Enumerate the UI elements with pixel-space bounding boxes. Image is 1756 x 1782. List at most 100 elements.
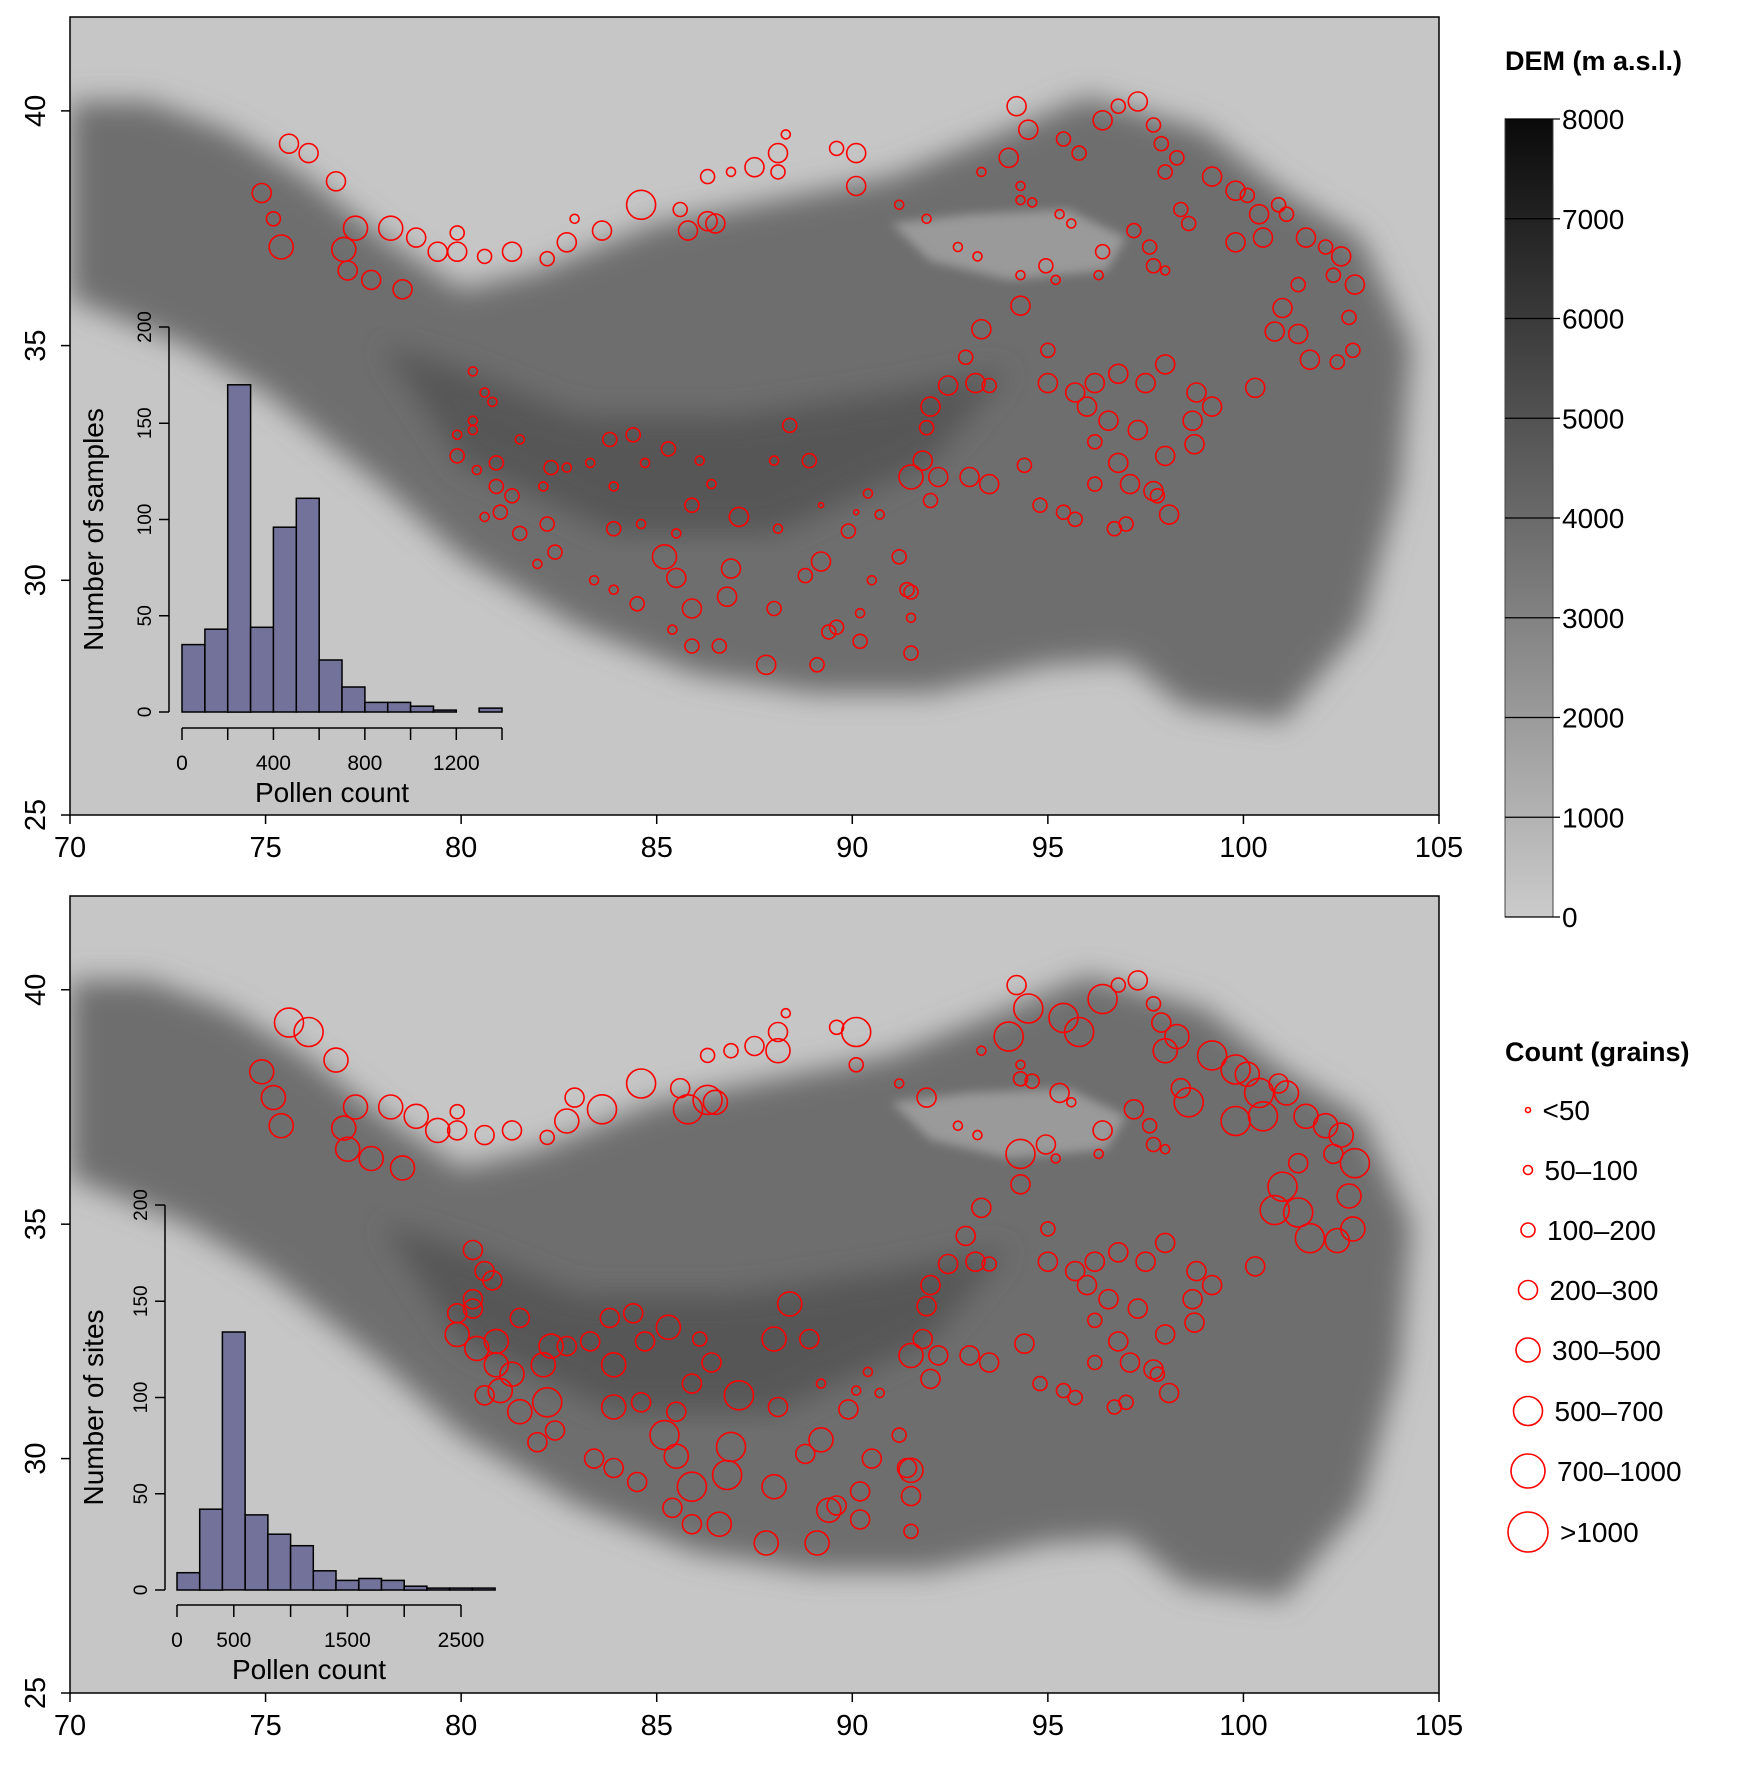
site-marker: [651, 543, 678, 570]
site-marker: [1149, 487, 1166, 504]
y-tick-label: 35: [20, 1208, 52, 1240]
site-marker: [1087, 983, 1118, 1015]
site-marker: [273, 1007, 305, 1038]
site-marker: [1087, 1354, 1103, 1371]
site-marker: [918, 419, 935, 436]
site-marker: [601, 431, 618, 448]
site-marker: [1135, 372, 1156, 394]
site-marker: [446, 1303, 468, 1324]
site-marker: [1270, 197, 1287, 213]
site-marker: [766, 600, 782, 617]
site-marker: [849, 1481, 871, 1502]
site-marker: [600, 1394, 627, 1420]
site-marker: [937, 1253, 959, 1275]
site-marker: [504, 487, 520, 504]
size-circle-icon: [1524, 1106, 1532, 1114]
site-marker: [971, 318, 992, 340]
histogram-bar: [403, 1585, 428, 1591]
site-marker: [474, 1385, 495, 1406]
site-marker: [625, 189, 657, 221]
site-marker: [1196, 1040, 1228, 1071]
site-marker: [1119, 1352, 1141, 1373]
site-marker: [1108, 452, 1129, 474]
site-marker: [898, 464, 924, 490]
site-marker: [514, 434, 526, 445]
site-marker: [479, 511, 490, 523]
site-marker: [725, 166, 737, 178]
site-marker: [471, 464, 483, 476]
map-panel-2: 70 75 80 85 90 95 100 105 25 30 35 40 0 50 100 150 200 0 5…: [20, 895, 1463, 1742]
site-marker: [1010, 295, 1031, 317]
site-marker: [1038, 257, 1054, 274]
site-marker: [569, 213, 580, 225]
site-marker: [1006, 95, 1027, 117]
site-marker: [922, 492, 939, 509]
site-marker: [476, 248, 493, 265]
histogram-bar: [432, 709, 458, 713]
site-marker: [492, 504, 509, 521]
y-tick-label: 40: [20, 95, 52, 127]
site-marker: [1087, 1312, 1103, 1329]
size-circle-icon: [1517, 1279, 1539, 1301]
site-marker: [538, 1333, 564, 1359]
site-marker: [1084, 1251, 1106, 1272]
site-marker: [1067, 511, 1083, 528]
site-marker: [681, 598, 703, 619]
site-marker: [1145, 257, 1162, 274]
site-marker: [1154, 354, 1176, 375]
site-marker: [699, 1047, 716, 1064]
site-marker: [268, 1112, 295, 1139]
site-marker: [1055, 504, 1072, 521]
site-marker: [1049, 1082, 1070, 1104]
site-marker: [1066, 218, 1077, 229]
dem-tick-label: 0: [1562, 902, 1578, 933]
site-marker: [1169, 150, 1185, 166]
site-marker: [629, 595, 646, 612]
site-marker: [1108, 1331, 1129, 1352]
count-legend-label: 300–500: [1552, 1335, 1661, 1366]
count-legend-item: 300–500: [1515, 1335, 1661, 1366]
site-marker: [862, 1366, 874, 1378]
site-marker: [965, 1251, 986, 1272]
histogram-x-tick-label: 500: [216, 1629, 251, 1652]
site-marker: [1340, 1216, 1366, 1242]
site-marker: [1186, 382, 1207, 403]
site-marker: [665, 567, 687, 589]
histogram-bar: [478, 707, 503, 713]
site-marker: [1180, 215, 1197, 232]
dem-tick-label: 1000: [1562, 802, 1624, 833]
site-marker: [649, 1419, 680, 1451]
histogram-y-label: Number of samples: [78, 408, 109, 651]
site-marker: [1330, 246, 1352, 267]
site-marker: [1108, 363, 1129, 385]
site-marker: [1066, 1097, 1077, 1108]
histogram-y-tick-label: 150: [135, 407, 156, 439]
site-marker: [1040, 342, 1056, 359]
x-tick-label: 105: [1415, 832, 1463, 864]
site-marker: [1026, 197, 1038, 208]
x-tick-label: 70: [54, 1710, 86, 1742]
x-tick-label: 80: [445, 832, 477, 864]
site-marker: [588, 574, 600, 586]
site-marker: [744, 156, 765, 178]
site-marker: [976, 1045, 987, 1056]
site-marker: [1243, 1077, 1275, 1109]
site-marker: [694, 455, 706, 466]
site-marker: [1151, 1012, 1172, 1033]
x-tick-label: 70: [54, 832, 86, 864]
site-marker: [389, 1155, 416, 1181]
site-marker: [1127, 1298, 1149, 1319]
site-marker: [927, 466, 949, 488]
site-marker: [723, 1380, 755, 1411]
x-tick-label: 105: [1415, 1710, 1463, 1742]
site-marker: [583, 1448, 605, 1469]
site-marker: [1141, 1117, 1158, 1134]
site-marker: [1064, 382, 1086, 403]
site-marker: [625, 1068, 657, 1099]
site-marker: [854, 607, 866, 619]
count-legend-label: 200–300: [1550, 1275, 1659, 1306]
count-legend-item: 500–700: [1512, 1395, 1664, 1427]
y-tick-label: 30: [20, 564, 52, 596]
site-marker: [1092, 110, 1113, 131]
site-marker: [603, 1457, 625, 1479]
